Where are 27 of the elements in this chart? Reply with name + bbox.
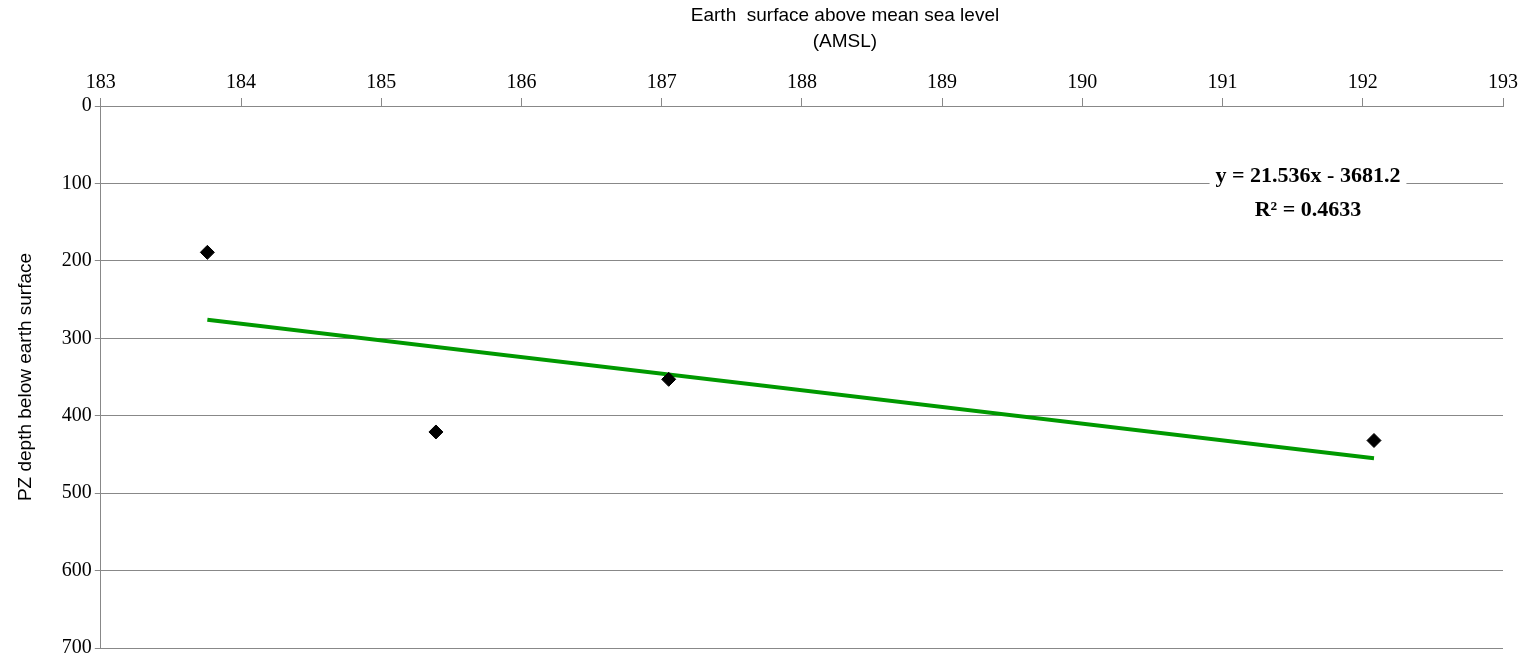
x-tick-label: 183 bbox=[85, 70, 116, 93]
y-axis-title: PZ depth below earth surface bbox=[13, 252, 35, 502]
y-tick-label: 100 bbox=[61, 170, 92, 193]
x-tick-label: 187 bbox=[646, 70, 677, 93]
annotation: y = 21.536x - 3681.2 bbox=[1215, 161, 1401, 187]
y-tick-label: 0 bbox=[81, 93, 92, 116]
x-tick-label: 185 bbox=[366, 70, 397, 93]
y-tick-label: 600 bbox=[61, 557, 92, 580]
y-tick-label: 500 bbox=[61, 480, 92, 503]
x-tick-label: 193 bbox=[1488, 70, 1518, 93]
x-tick-label: 186 bbox=[506, 70, 537, 93]
x-axis-title: Earth surface above mean sea level (AMSL) bbox=[689, 3, 1001, 53]
point bbox=[428, 424, 444, 440]
point bbox=[199, 244, 215, 260]
y-tick-label: 200 bbox=[61, 248, 92, 271]
x-tick-label: 190 bbox=[1067, 70, 1098, 93]
point bbox=[661, 371, 677, 387]
y-tick-label: 300 bbox=[61, 325, 92, 348]
x-tick-label: 188 bbox=[786, 70, 817, 93]
point bbox=[1366, 432, 1382, 448]
x-tick-label: 191 bbox=[1207, 70, 1238, 93]
x-tick-label: 184 bbox=[226, 70, 257, 93]
annotation: R² = 0.4633 bbox=[1254, 195, 1362, 221]
y-tick-label: 700 bbox=[61, 635, 92, 658]
x-tick-label: 189 bbox=[927, 70, 958, 93]
x-tick-label: 192 bbox=[1347, 70, 1378, 93]
y-tick-label: 400 bbox=[61, 402, 92, 425]
